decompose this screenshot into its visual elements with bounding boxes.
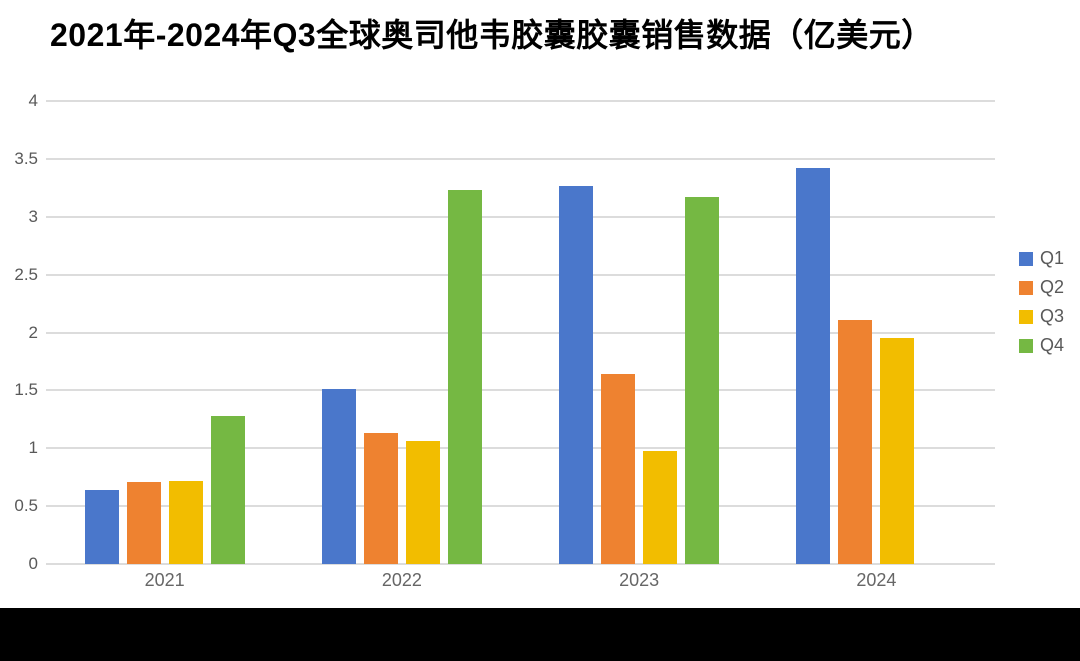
bar-q2-2021	[126, 481, 161, 564]
x-axis-label-2021: 2021	[144, 570, 185, 590]
y-tick-label: 4	[28, 91, 38, 110]
legend-label-q4: Q4	[1040, 335, 1065, 355]
bar-group-2021	[46, 101, 283, 564]
legend: Q1 Q2 Q3 Q4	[1019, 249, 1064, 365]
bar-q4-2021	[210, 415, 245, 564]
bar-q1-2022	[321, 389, 356, 564]
legend-item-q1: Q1	[1019, 249, 1064, 268]
y-tick-label: 3	[28, 206, 38, 226]
bottom-black-bar	[0, 608, 1080, 661]
legend-swatch-q3	[1019, 309, 1033, 324]
gridline-3.5	[46, 157, 995, 160]
y-tick-label: 1	[28, 438, 38, 458]
y-tick-label: 2	[28, 322, 38, 342]
bar-q3-2021	[168, 480, 203, 564]
legend-swatch-q2	[1019, 280, 1033, 295]
gridline-3	[46, 215, 995, 218]
x-axis-labels: 2021 2022 2023 2024	[46, 570, 995, 596]
y-tick-label: 0.5	[14, 496, 38, 516]
bar-group-2024	[758, 101, 995, 564]
y-tick-label: 0	[28, 554, 38, 573]
bar-q4-2023	[685, 197, 720, 564]
bar-q2-2024	[838, 319, 873, 564]
gridline-1	[46, 447, 995, 450]
bar-q3-2022	[405, 441, 440, 564]
chart-title: 2021年-2024年Q3全球奥司他韦胶囊胶囊销售数据（亿美元）	[50, 17, 934, 53]
bar-q2-2023	[601, 374, 636, 564]
legend-swatch-q4	[1019, 338, 1033, 353]
bar-group-2022	[283, 101, 520, 564]
bar-q1-2021	[84, 489, 119, 564]
gridline-1.5	[46, 389, 995, 392]
legend-item-q3: Q3	[1019, 307, 1064, 326]
bar-q1-2024	[796, 168, 831, 564]
legend-item-q2: Q2	[1019, 278, 1064, 297]
plot-area	[46, 100, 995, 565]
bar-q3-2023	[643, 450, 678, 564]
bar-q2-2022	[363, 433, 398, 564]
gridline-2	[46, 331, 995, 334]
x-axis-label-2024: 2024	[856, 570, 897, 590]
bar-group-2023	[521, 101, 758, 564]
gridline-0	[46, 563, 995, 565]
gridline-4	[46, 100, 995, 102]
x-axis-label-2023: 2023	[619, 570, 660, 590]
bar-q1-2023	[559, 185, 594, 564]
x-axis-label-2022: 2022	[381, 570, 422, 590]
bar-groups	[46, 101, 995, 564]
y-tick-label: 3.5	[14, 148, 38, 168]
gridline-0.5	[46, 505, 995, 508]
legend-item-q4: Q4	[1019, 336, 1064, 355]
legend-label-q3: Q3	[1040, 306, 1065, 326]
legend-swatch-q1	[1019, 251, 1033, 266]
bar-q3-2024	[880, 338, 915, 564]
legend-label-q1: Q1	[1040, 248, 1065, 268]
y-tick-label: 1.5	[14, 380, 38, 400]
y-tick-label: 2.5	[14, 264, 38, 284]
legend-label-q2: Q2	[1040, 277, 1065, 297]
y-axis-labels: 0 0.5 1 1.5 2 2.5 3 3.5 4	[0, 91, 38, 573]
bar-q4-2022	[447, 190, 482, 564]
gridline-2.5	[46, 273, 995, 276]
